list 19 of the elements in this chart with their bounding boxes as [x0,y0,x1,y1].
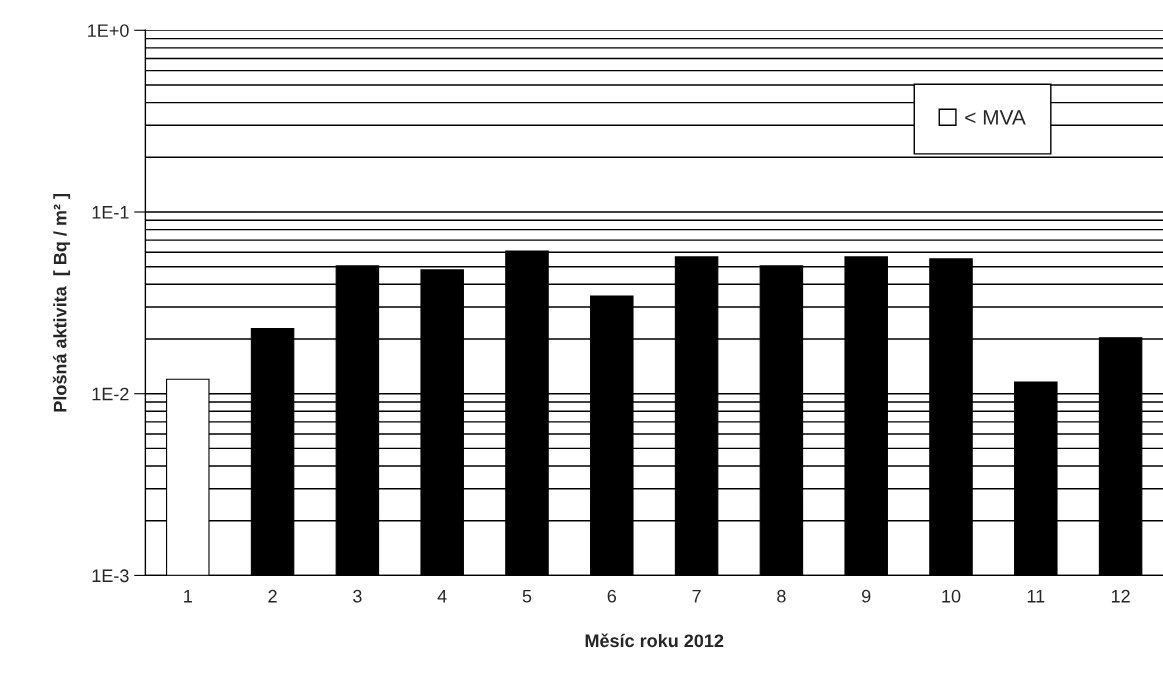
x-tick-label: 5 [522,589,532,603]
x-tick-label: 8 [777,589,786,603]
y-tick-label: 1E+0 [88,24,129,38]
x-tick-label: 4 [437,589,447,603]
x-tick-label: 7 [692,589,701,603]
y-tick-label: 1E-3 [92,569,129,583]
x-tick-label: 9 [862,589,871,603]
x-tick-label: 3 [353,589,362,603]
x-tick-label: 1 [184,589,192,603]
x-axis-title: Měsíc roku 2012 [585,633,724,648]
x-tick-label: 10 [942,589,961,603]
legend-label: < MVA [965,110,1026,125]
y-tick-label: 1E-2 [92,387,129,401]
y-tick-label: 1E-1 [92,206,129,219]
x-tick-label: 12 [1111,589,1130,603]
x-tick-label: 11 [1027,589,1045,603]
y-axis-title: Plošná aktivita [ Bq / m² ] [52,194,71,412]
x-tick-label: 2 [268,589,277,603]
x-tick-label: 6 [607,589,617,603]
